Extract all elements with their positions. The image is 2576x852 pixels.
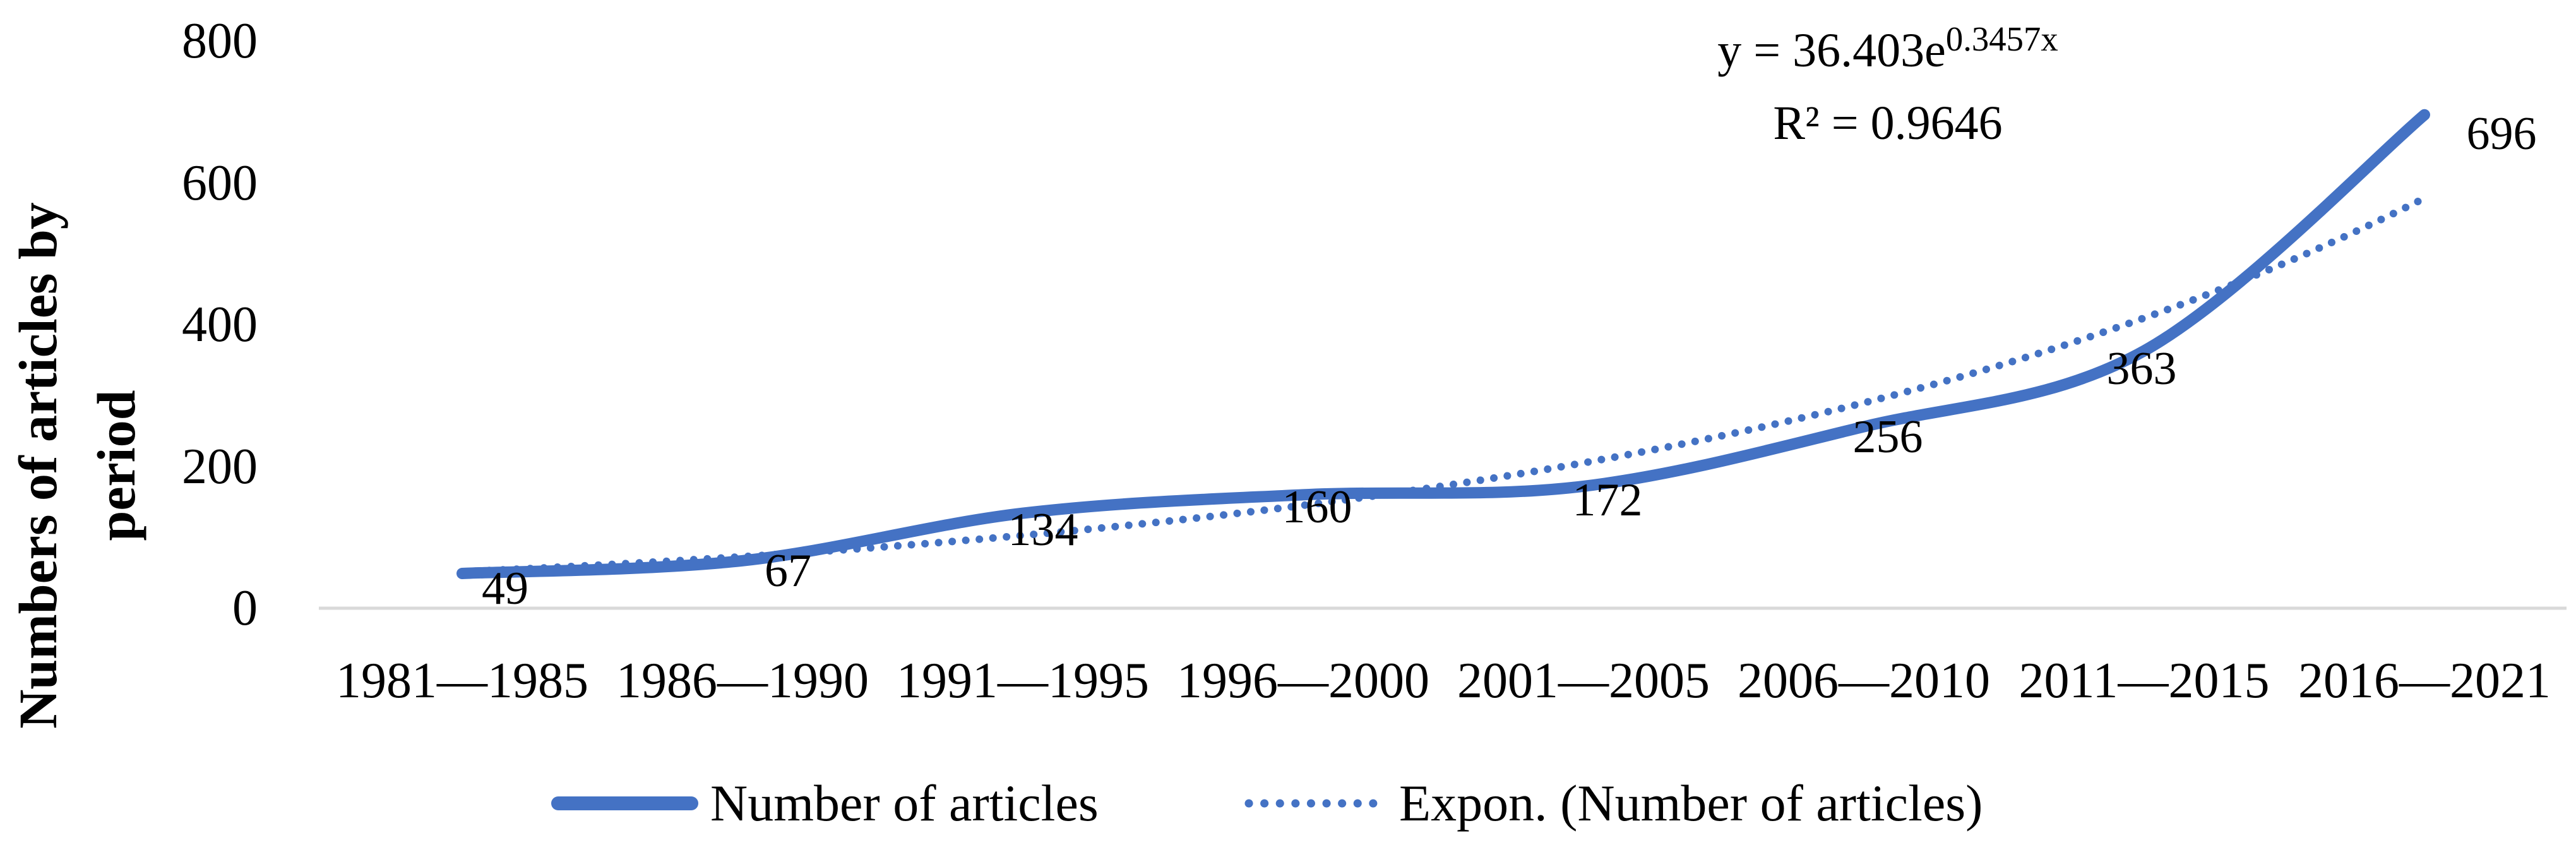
- legend-item-series: Number of articles: [551, 774, 1099, 832]
- data-label: 67: [765, 544, 811, 597]
- series-line-number-of-articles: [456, 109, 2430, 579]
- data-label: 256: [1852, 411, 1923, 463]
- x-category-label: 1981—1985: [336, 653, 588, 709]
- data-label: 172: [1572, 474, 1643, 526]
- data-label: 134: [1008, 503, 1078, 556]
- equation-exponent: 0.3457x: [1945, 20, 2058, 59]
- x-category-label: 1986—1990: [616, 653, 869, 709]
- x-category-label: 2011—2015: [2018, 653, 2270, 709]
- y-tick-label-200: 200: [182, 438, 258, 495]
- y-tick-label-0: 0: [232, 580, 258, 636]
- data-label: 160: [1282, 481, 1352, 534]
- trendline-equation: y = 36.403e0.3457x: [1509, 16, 2267, 89]
- equation-base: y = 36.403e: [1717, 24, 1946, 77]
- legend-item-trendline: Expon. (Number of articles): [1243, 774, 1983, 832]
- x-category-label: 2001—2005: [1457, 653, 1710, 709]
- x-category-label: 2016—2021: [2298, 653, 2551, 709]
- legend-label-series: Number of articles: [710, 774, 1099, 832]
- y-tick-label-400: 400: [182, 297, 258, 352]
- y-tick-label-800: 800: [182, 13, 258, 69]
- r-squared-value: R² = 0.9646: [1773, 97, 2003, 150]
- x-category-label: 2006—2010: [1738, 653, 1990, 709]
- data-label: 49: [482, 562, 528, 615]
- x-category-label: 1996—2000: [1177, 653, 1429, 709]
- trendline-annotation: y = 36.403e0.3457x R² = 0.9646: [1509, 16, 2267, 157]
- dotted-line-swatch-icon: [1244, 799, 1387, 808]
- legend-label-trendline: Expon. (Number of articles): [1399, 774, 1983, 832]
- y-axis-title-line1: Numbers of articles by: [8, 202, 68, 729]
- data-label: 363: [2106, 342, 2177, 395]
- data-label: 696: [2466, 107, 2537, 160]
- solid-line-swatch-icon: [551, 796, 698, 810]
- y-tick-label-600: 600: [182, 155, 258, 211]
- x-category-label: 1991—1995: [897, 653, 1149, 709]
